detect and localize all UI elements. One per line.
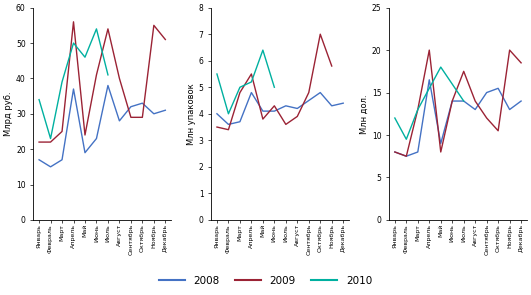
Y-axis label: Млрд руб.: Млрд руб. xyxy=(4,91,13,136)
Y-axis label: Млн дол.: Млн дол. xyxy=(360,94,369,134)
Legend: 2008, 2009, 2010: 2008, 2009, 2010 xyxy=(155,271,376,290)
Y-axis label: Млн упаковок: Млн упаковок xyxy=(187,83,196,145)
